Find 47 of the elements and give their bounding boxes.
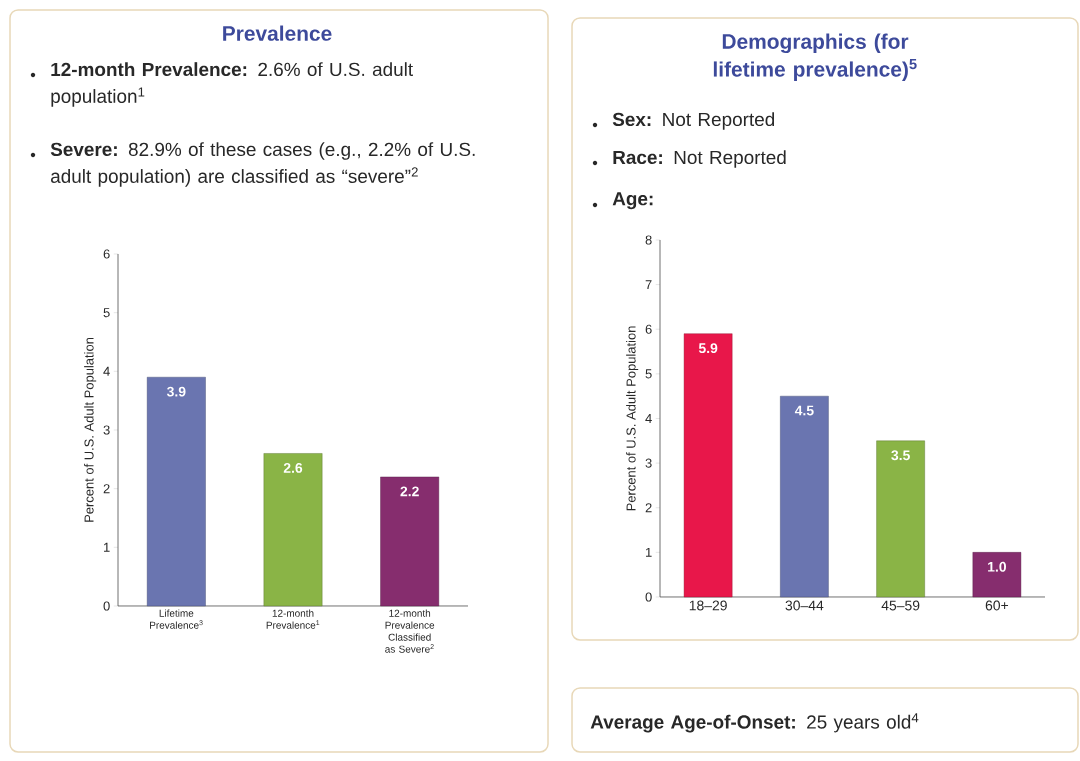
text: Severe: 82.9% of these cases (e.g., 2.2% of U.S. adult population) are classified as “severe”$^{2}$ <box>50 142 475 187</box>
bar <box>780 395 829 598</box>
y-tick-label: 4 <box>645 414 652 423</box>
y-tick-label: 7 <box>645 280 652 290</box>
y-tick-label: 6 <box>645 324 652 334</box>
y-tick-label: 8 <box>645 235 652 245</box>
y-tick-label: 2 <box>103 484 110 494</box>
data-label: 3.9 <box>166 386 186 397</box>
bar <box>683 333 733 598</box>
bar <box>380 476 440 607</box>
data-label: 2.6 <box>283 462 303 473</box>
x-tick-label: 12-month Prevalence$^{1}$ <box>266 609 320 629</box>
y-tick-label: 0 <box>645 592 652 602</box>
chart-title: Prevalence <box>223 25 332 41</box>
y-tick-label: 3 <box>645 458 652 468</box>
y-axis-title: Percent of U.S. Adult Population <box>626 326 639 511</box>
bar <box>972 552 1022 598</box>
x-tick-label: 12-month Prevalence Classified as Severe$^{2}$ <box>385 609 435 653</box>
data-label: 3.5 <box>891 450 910 461</box>
x-tick-label: 60+ <box>985 600 1009 611</box>
y-tick-label: 0 <box>103 601 110 611</box>
y-tick-label: 3 <box>103 425 110 435</box>
y-axis-title: Percent of U.S. Adult Population <box>84 337 97 522</box>
y-tick-label: 2 <box>645 503 652 513</box>
y-tick-label: 1 <box>104 542 110 552</box>
bar <box>263 453 323 607</box>
x-tick-label: 18–29 <box>689 600 727 611</box>
x-tick-label: Lifetime Prevalence$^{3}$ <box>150 609 203 629</box>
data-label: 5.9 <box>698 343 718 354</box>
x-tick-label: 30–44 <box>785 600 824 611</box>
text: Sex: Not Reported <box>612 112 775 130</box>
bar <box>146 376 206 607</box>
chart-title: Demographics (for lifetime prevalence)$^{5}$ <box>713 33 917 81</box>
text: Age: <box>612 192 653 210</box>
data-label: 1.0 <box>988 561 1007 572</box>
y-tick-label: 5 <box>645 369 652 379</box>
data-label: 4.5 <box>794 405 814 416</box>
data-label: 2.2 <box>400 486 419 497</box>
y-tick-label: 5 <box>103 308 110 318</box>
text: Race: Not Reported <box>613 150 786 168</box>
text: Average Age-of-Onset: 25 years old$^{4}$ <box>590 713 919 733</box>
bar <box>876 440 925 598</box>
y-tick-label: 1 <box>646 547 652 557</box>
y-tick-label: 6 <box>103 249 110 259</box>
x-tick-label: 45–59 <box>881 600 920 611</box>
y-tick-label: 4 <box>103 366 110 376</box>
text: 12-month Prevalence: 2.6% of U.S. adult population$^{1}$ <box>51 62 413 107</box>
